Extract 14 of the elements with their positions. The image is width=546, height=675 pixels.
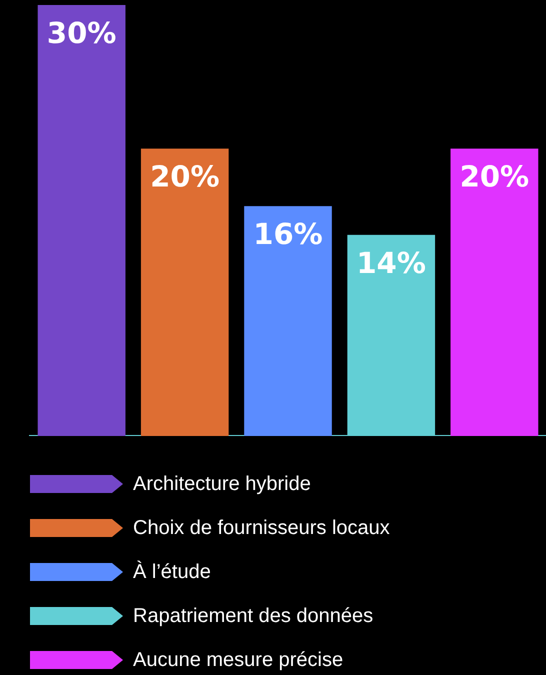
legend-label: Aucune mesure précise xyxy=(133,648,344,672)
legend-label: Choix de fournisseurs locaux xyxy=(133,516,390,540)
data-label: 14% xyxy=(356,246,426,280)
legend-label: Architecture hybride xyxy=(133,472,311,496)
legend-label: À l’étude xyxy=(133,560,211,584)
bar xyxy=(140,148,229,436)
bar xyxy=(38,5,126,436)
data-label: 16% xyxy=(253,217,323,252)
data-label: 30% xyxy=(46,16,116,50)
legend-label: Rapatriement des données xyxy=(133,604,374,628)
bar xyxy=(244,206,332,436)
bar xyxy=(450,148,538,436)
data-label: 20% xyxy=(460,160,530,194)
data-label: 20% xyxy=(150,160,220,194)
